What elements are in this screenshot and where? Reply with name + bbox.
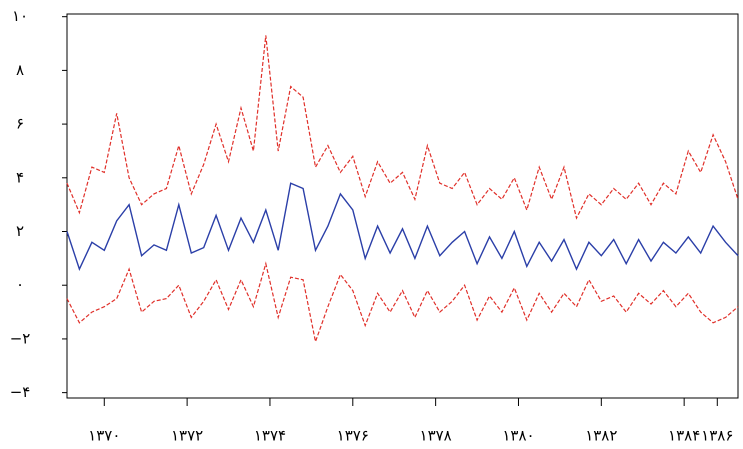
y-tick-label: ۸ xyxy=(16,61,24,79)
plot-frame xyxy=(67,14,738,398)
y-tick-label: ۰ xyxy=(16,276,24,294)
chart: ۱۰ ۸ ۶ ۴ ۲ ۰ −۲ −۴ ۱۳۷۰ ۱۳۷۲ ۱۳۷۴ ۱۳۷۶ ۱۳۷۸ ۱۳۸۰ ۱۳۸۲ ۱… xyxy=(0,0,743,449)
x-tick-label: ۱۳۷۸ xyxy=(420,427,452,445)
y-tick-label: ۱۰ xyxy=(12,7,28,25)
data-line xyxy=(67,183,738,269)
x-tick-label: ۱۳۷۲ xyxy=(171,427,203,445)
data-line xyxy=(67,264,738,342)
y-tick-label: ۴ xyxy=(16,168,24,186)
x-tick-label: ۱۳۸۴ xyxy=(668,427,700,445)
y-tick-label: ۶ xyxy=(16,115,24,133)
x-tick-label: ۱۳۷۶ xyxy=(337,427,369,445)
y-tick-label: −۴ xyxy=(10,383,31,401)
x-tick-label: ۱۳۸۲ xyxy=(585,427,617,445)
y-tick-label: ۲ xyxy=(16,222,24,240)
x-tick-label: ۱۳۸۰ xyxy=(502,427,534,445)
y-tick-label: −۲ xyxy=(10,329,31,347)
x-tick-label: ۱۳۸۶ xyxy=(701,427,733,445)
x-tick-label: ۱۳۷۰ xyxy=(88,427,120,445)
data-line xyxy=(67,36,738,219)
page: {"chart_data": {"type": "line", "x": [13… xyxy=(0,0,743,449)
x-tick-label: ۱۳۷۴ xyxy=(254,427,286,445)
